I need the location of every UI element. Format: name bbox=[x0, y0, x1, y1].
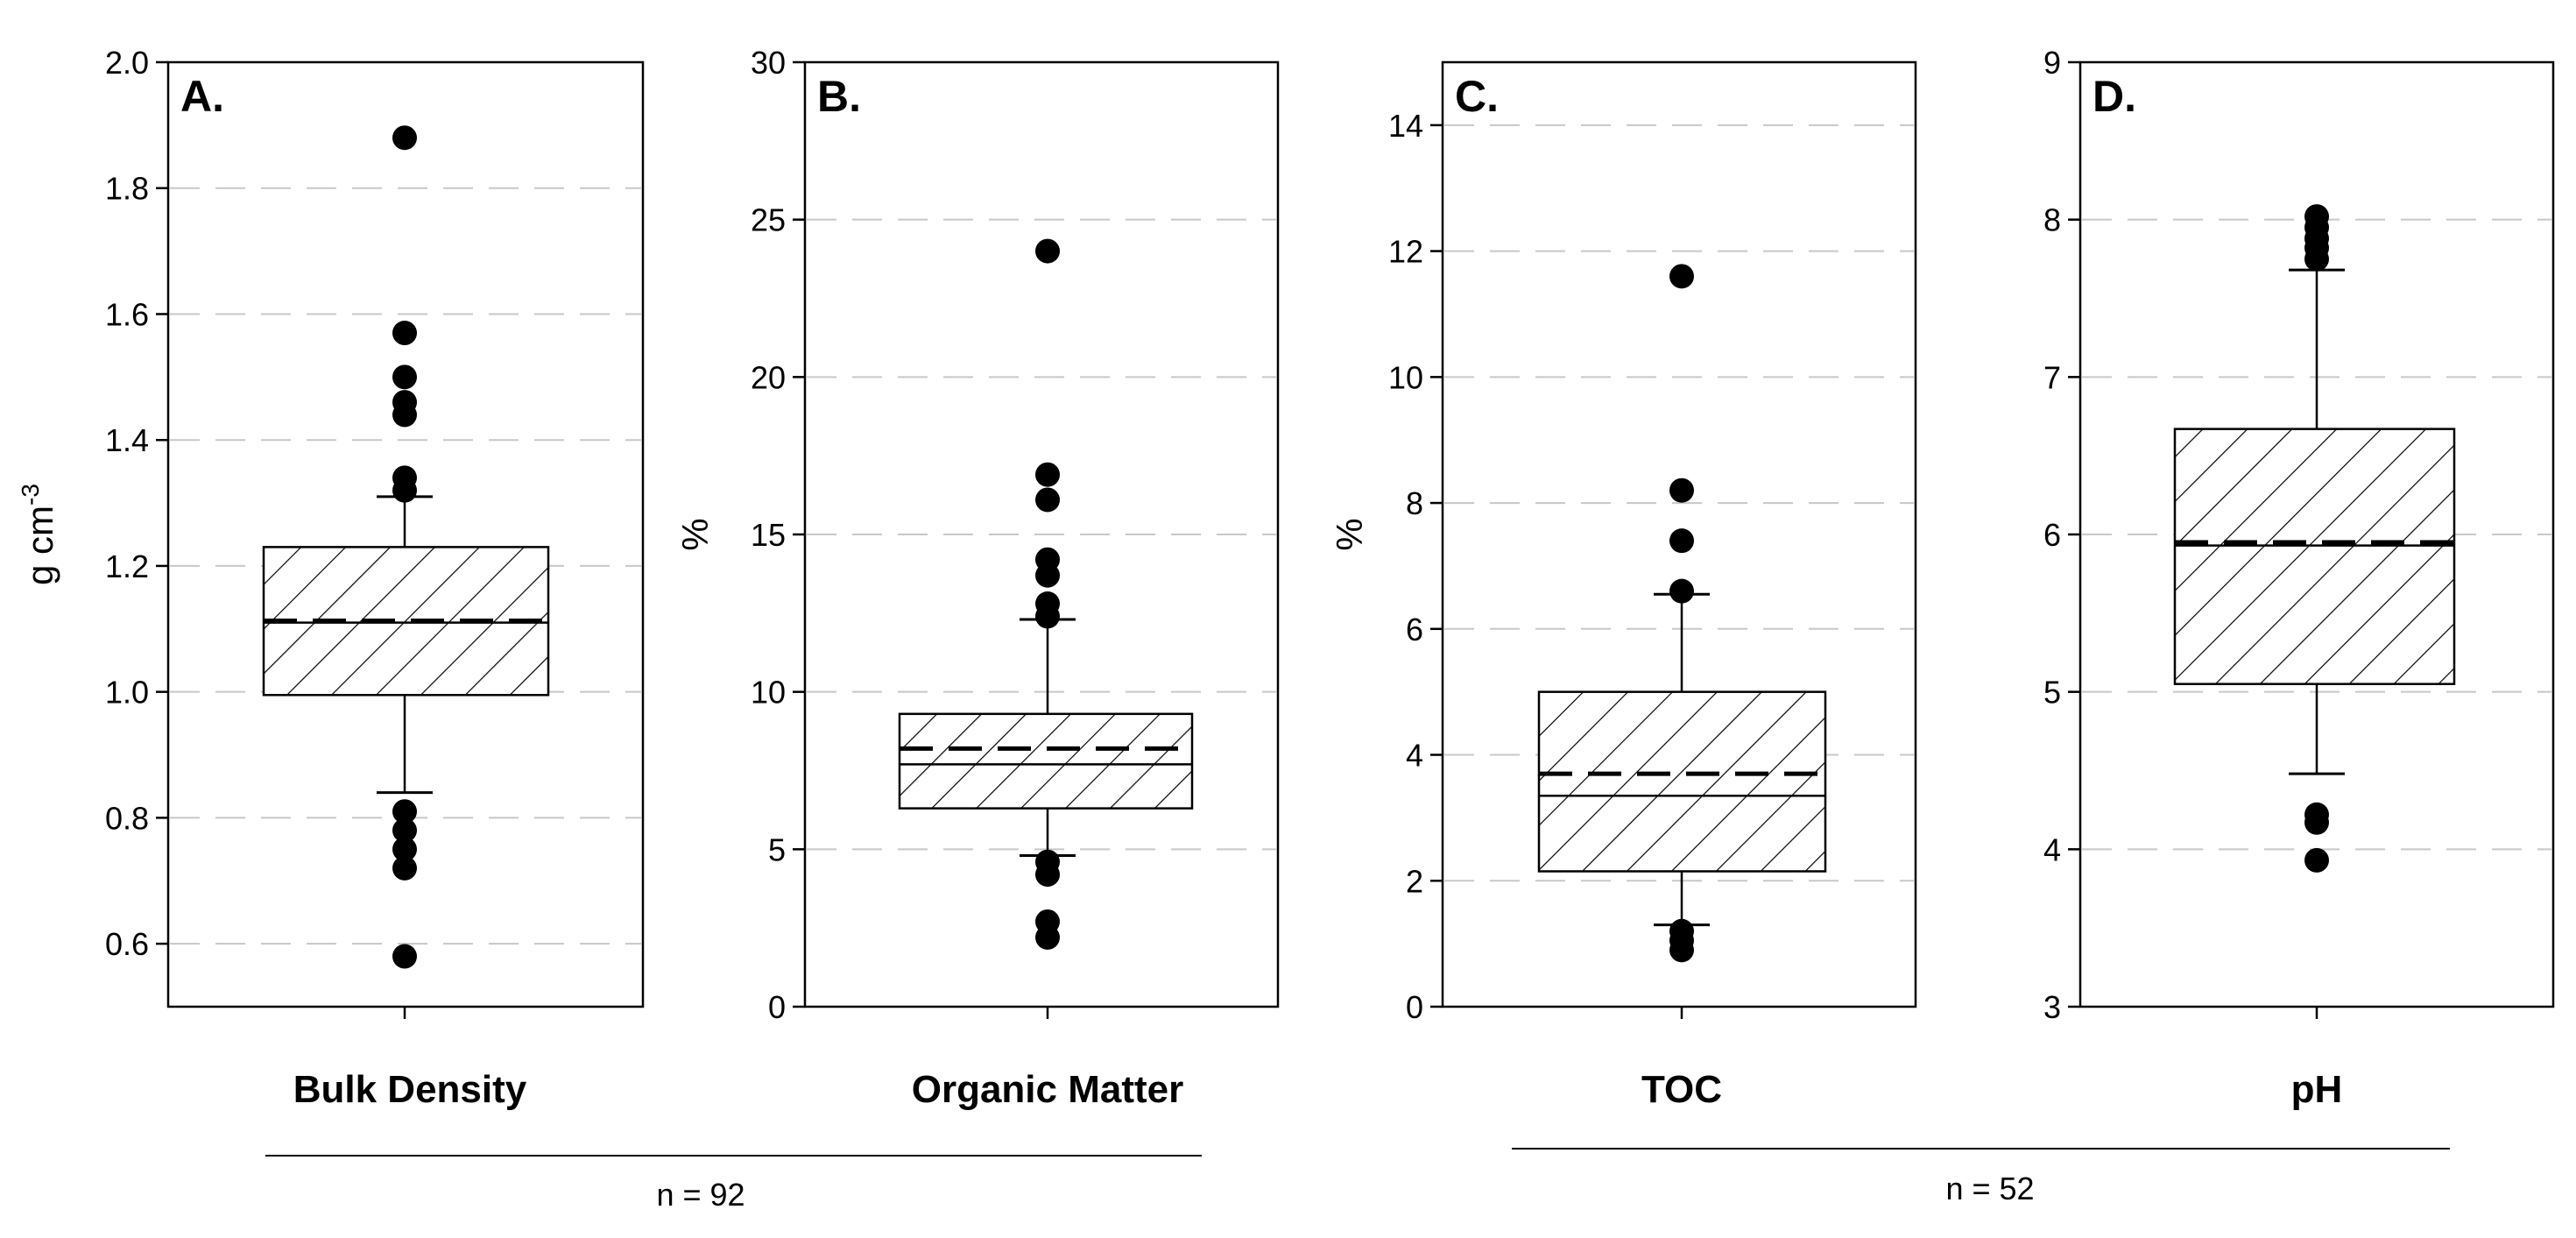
outlier-b-10 bbox=[1035, 238, 1060, 264]
y-tick-label-d-5: 8 bbox=[2043, 202, 2061, 238]
outlier-b-1 bbox=[1035, 909, 1060, 934]
y-tick-label-c-0: 0 bbox=[1406, 989, 1423, 1025]
variable-label-toc: TOC bbox=[1641, 1068, 1722, 1111]
outlier-a-1 bbox=[392, 855, 417, 881]
y-tick-label-d-0: 3 bbox=[2043, 989, 2061, 1025]
panel-c: 0 2 4 6 8 10 12 14 C.% bbox=[1329, 60, 1917, 1025]
outlier-c-6 bbox=[1669, 264, 1694, 289]
box-d bbox=[2173, 428, 2456, 685]
y-tick-label-d-1: 4 bbox=[2043, 831, 2061, 867]
outlier-c-3 bbox=[1669, 578, 1694, 604]
variable-label-organic-matter: Organic Matter bbox=[912, 1068, 1184, 1111]
y-tick-label-a-1: 0.8 bbox=[105, 800, 149, 836]
panel-d: 3 4 5 6 7 8 9 D. bbox=[2043, 45, 2555, 1025]
outlier-b-8 bbox=[1035, 487, 1060, 513]
outlier-b-3 bbox=[1035, 849, 1060, 874]
y-tick-label-c-7: 14 bbox=[1388, 108, 1423, 144]
y-tick-label-b-1: 5 bbox=[768, 831, 786, 867]
y-tick-label-b-3: 15 bbox=[751, 517, 786, 553]
panel-letter-a: A. bbox=[180, 72, 224, 121]
plot-frame-c bbox=[1441, 60, 1917, 1008]
y-tick-label-c-1: 2 bbox=[1406, 863, 1423, 899]
panel-letter-d: D. bbox=[2093, 72, 2136, 121]
outlier-d-7 bbox=[2304, 204, 2329, 230]
y-tick-label-c-2: 4 bbox=[1406, 738, 1423, 774]
outlier-a-3 bbox=[392, 817, 417, 843]
outlier-b-7 bbox=[1035, 547, 1060, 572]
outlier-a-11 bbox=[392, 125, 417, 151]
y-tick-label-a-7: 2.0 bbox=[105, 45, 149, 81]
y-axis-label-b: % bbox=[674, 518, 716, 550]
y-tick-label-d-2: 5 bbox=[2043, 675, 2061, 711]
y-tick-label-b-2: 10 bbox=[751, 675, 786, 711]
outlier-a-9 bbox=[392, 364, 417, 390]
box-b bbox=[898, 712, 1194, 810]
group-label-n92: n = 92 bbox=[656, 1177, 745, 1213]
y-tick-label-a-0: 0.6 bbox=[105, 926, 149, 962]
outlier-d-0 bbox=[2304, 847, 2329, 873]
outlier-b-9 bbox=[1035, 462, 1060, 487]
y-tick-label-c-4: 8 bbox=[1406, 485, 1423, 521]
panel-letter-b: B. bbox=[817, 72, 861, 121]
y-tick-label-d-4: 7 bbox=[2043, 359, 2061, 395]
y-tick-label-b-4: 20 bbox=[751, 359, 786, 395]
y-tick-label-a-4: 1.4 bbox=[105, 422, 149, 458]
outlier-a-10 bbox=[392, 321, 417, 346]
variable-label-bulk-density: Bulk Density bbox=[293, 1068, 527, 1111]
box-c bbox=[1537, 690, 1827, 873]
y-tick-label-c-5: 10 bbox=[1388, 359, 1423, 395]
y-axis-label-a: g cm-3 bbox=[17, 484, 60, 585]
outlier-a-6 bbox=[392, 465, 417, 491]
box-a bbox=[262, 546, 550, 697]
group-label-n52: n = 52 bbox=[1945, 1171, 2034, 1206]
y-tick-label-c-3: 6 bbox=[1406, 612, 1423, 647]
variable-label-ph: pH bbox=[2291, 1068, 2343, 1111]
outlier-b-5 bbox=[1035, 591, 1060, 617]
outlier-c-5 bbox=[1669, 478, 1694, 503]
outlier-a-0 bbox=[392, 944, 417, 969]
y-tick-label-a-2: 1.0 bbox=[105, 675, 149, 711]
y-axis-label-c: % bbox=[1329, 518, 1370, 550]
y-tick-label-d-6: 9 bbox=[2043, 45, 2061, 81]
outlier-c-2 bbox=[1669, 918, 1694, 944]
panel-letter-c: C. bbox=[1455, 72, 1499, 121]
y-tick-label-b-5: 25 bbox=[751, 202, 786, 238]
y-tick-label-b-6: 30 bbox=[751, 45, 786, 81]
y-tick-label-a-6: 1.8 bbox=[105, 171, 149, 207]
y-tick-label-a-3: 1.2 bbox=[105, 548, 149, 584]
y-tick-label-d-3: 6 bbox=[2043, 517, 2061, 553]
outlier-a-2 bbox=[392, 837, 417, 862]
panel-b: 0 5 10 15 20 25 30 B.% bbox=[674, 45, 1280, 1025]
outlier-a-8 bbox=[392, 390, 417, 415]
y-tick-label-a-5: 1.6 bbox=[105, 296, 149, 332]
y-tick-label-b-0: 0 bbox=[768, 989, 786, 1025]
y-tick-label-c-6: 12 bbox=[1388, 234, 1423, 270]
outlier-c-4 bbox=[1669, 528, 1694, 554]
outlier-d-2 bbox=[2304, 802, 2329, 827]
panel-a: 0.6 0.8 1.0 1.2 1.4 1.6 1.8 2.0 A. g cm-3 bbox=[17, 45, 645, 1019]
outlier-a-4 bbox=[392, 799, 417, 824]
